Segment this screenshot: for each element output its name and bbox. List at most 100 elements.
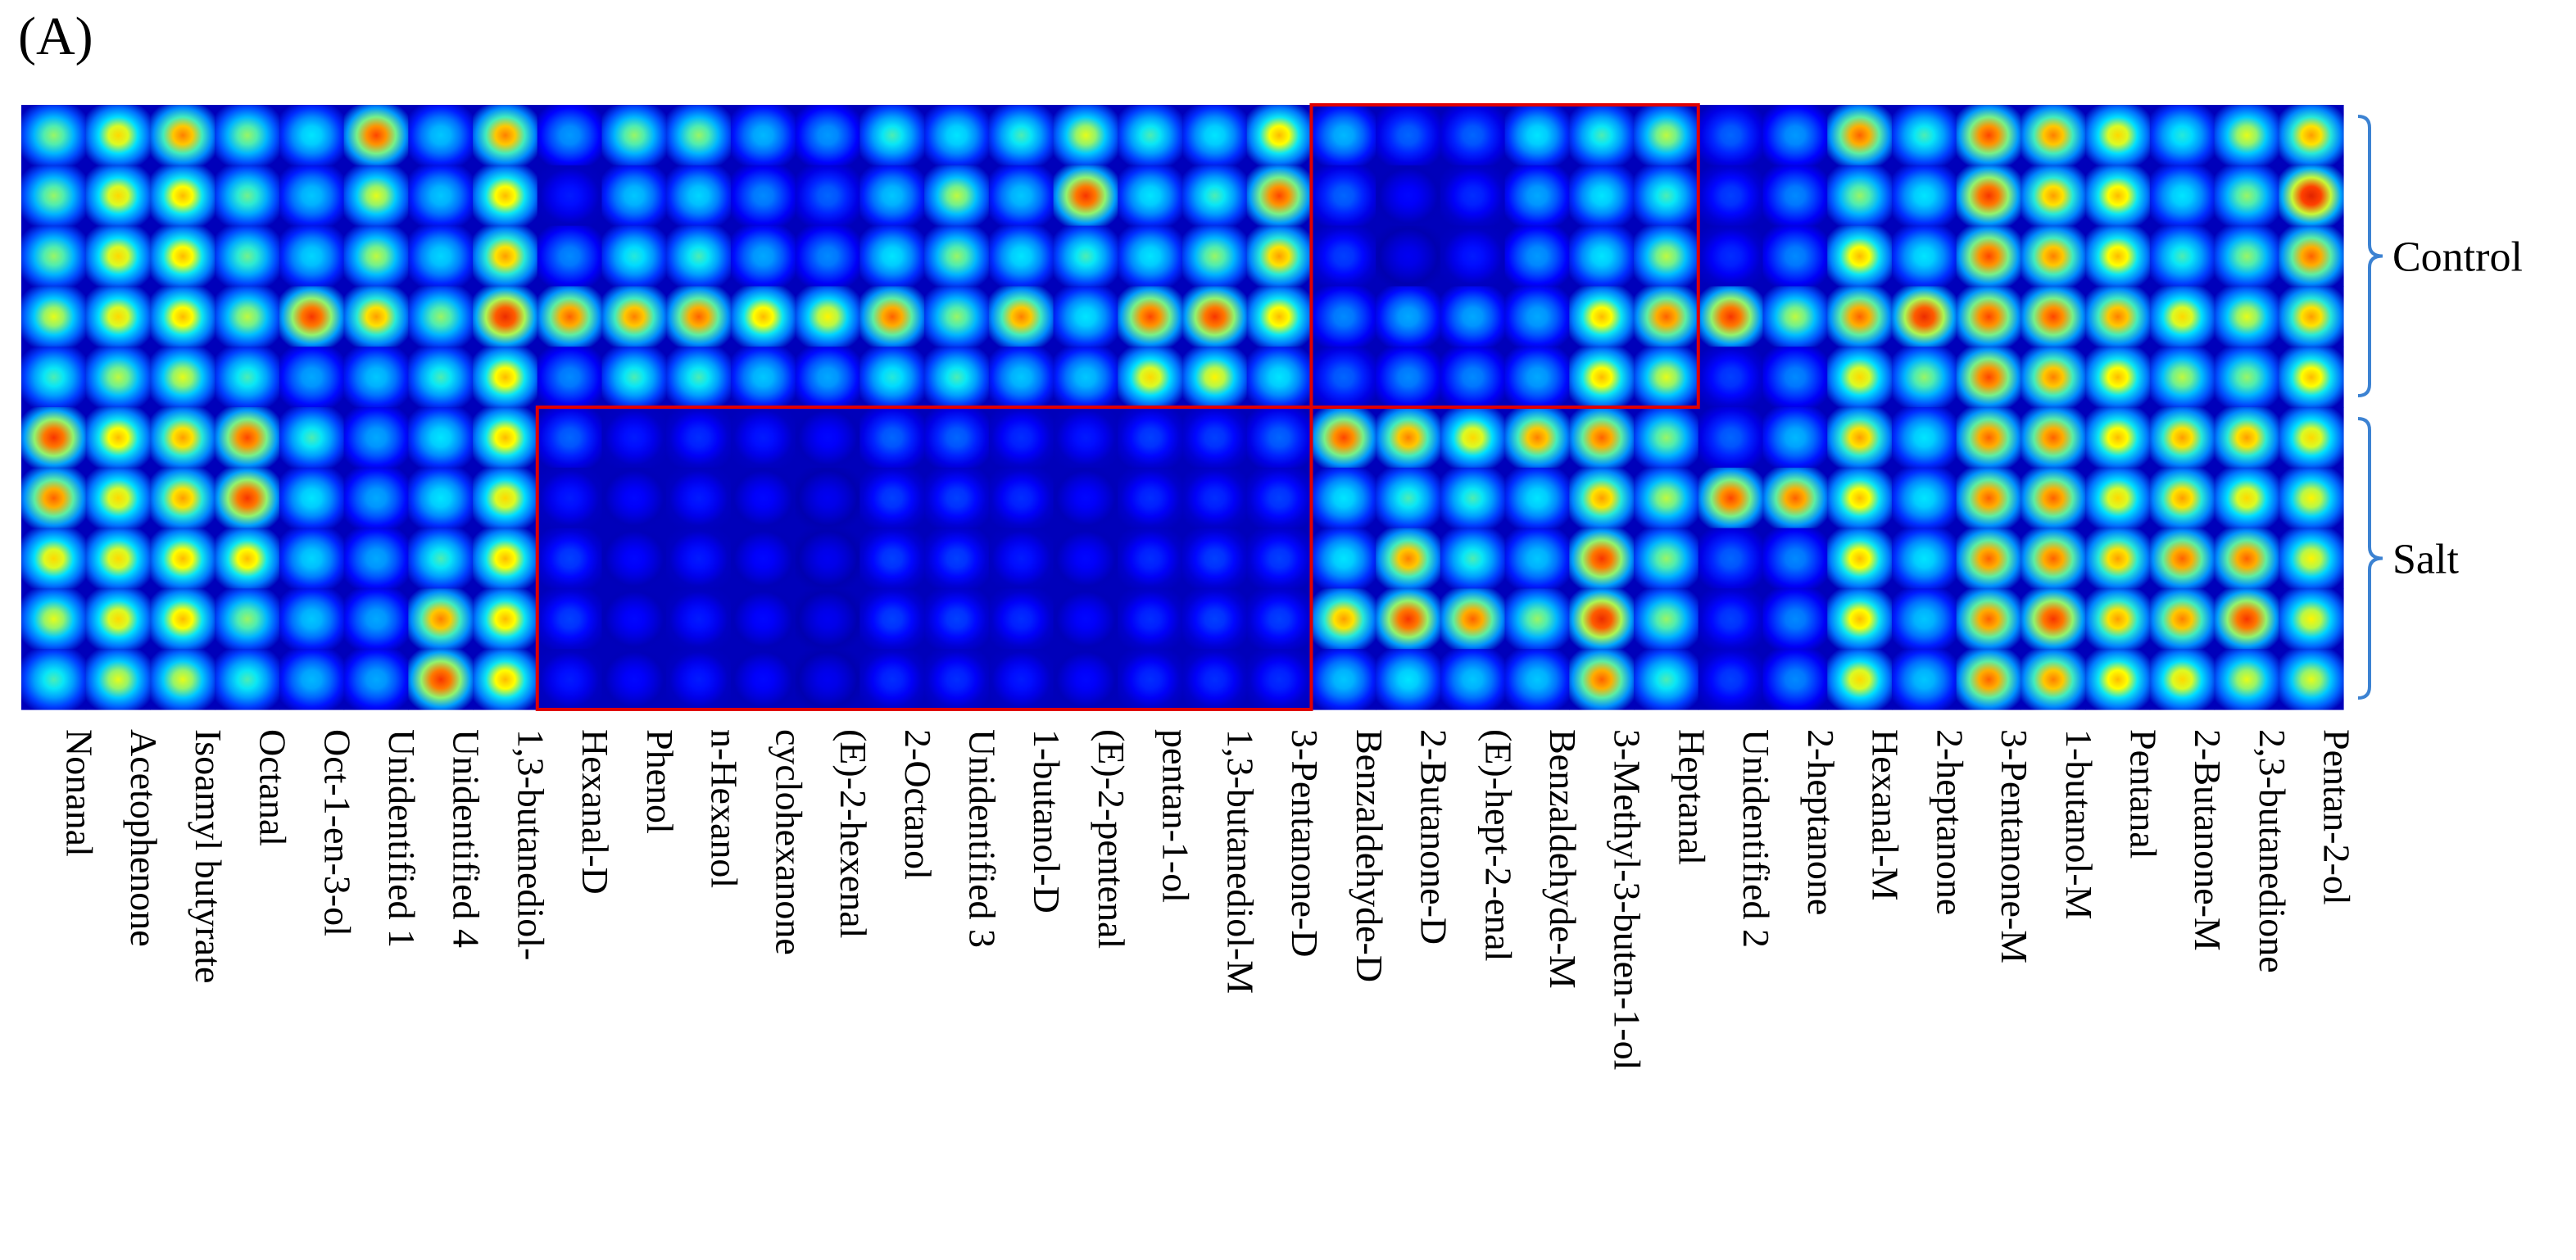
cell-unidentified-4-c6-row-2 bbox=[408, 165, 474, 227]
compound-label-e-2-hexenal-12: (E)-2-hexenal bbox=[832, 729, 874, 938]
cell-3-pentanone-d-c19-row-8 bbox=[1246, 528, 1313, 589]
cell-1-butanol-m-c31-row-7 bbox=[2020, 467, 2086, 529]
highlight-box-2 bbox=[535, 406, 1313, 711]
cell-1-butanol-m-c31-row-5 bbox=[2020, 347, 2086, 408]
cell-oct-1-en-3-ol-c4-row-1 bbox=[279, 105, 345, 166]
cell-heptanal-c25-row-4 bbox=[1634, 286, 1699, 347]
cell-2-octanol-c13-row-4 bbox=[859, 286, 925, 347]
cell-pentanal-c32-row-10 bbox=[2085, 649, 2151, 710]
cell-cyclohexanone-c11-row-7 bbox=[730, 467, 796, 529]
compound-label-2-octanol-13: 2-Octanol bbox=[897, 729, 939, 880]
cell-nonanal-c0-row-9 bbox=[21, 588, 87, 650]
cell-hexanal-d-c8-row-3 bbox=[537, 225, 603, 287]
cell-hexanal-m-c28-row-6 bbox=[1827, 407, 1893, 469]
cell-hexanal-d-c8-row-5 bbox=[537, 347, 603, 408]
cell-pentan-2-ol-c35-row-2 bbox=[2279, 165, 2344, 227]
cell-e-2-hexenal-c12-row-10 bbox=[795, 649, 860, 710]
cell-1-3-butanediol-c7-row-9 bbox=[473, 588, 538, 650]
panel-label: (A) bbox=[18, 7, 93, 66]
cell-1-3-butanediol-c7-row-1 bbox=[473, 105, 538, 166]
cell-3-methyl-3-buten-1-ol-c24-row-3 bbox=[1569, 225, 1635, 287]
compound-label-hexanal-m-28: Hexanal-M bbox=[1865, 729, 1907, 900]
cell-3-methyl-3-buten-1-ol-c24-row-5 bbox=[1569, 347, 1635, 408]
cell-2-butanone-m-c33-row-4 bbox=[2149, 286, 2215, 347]
cell-benzaldehyde-m-c23-row-2 bbox=[1504, 165, 1570, 227]
cell-1-butanol-d-c15-row-7 bbox=[988, 467, 1054, 529]
cell-acetophenone-c1-row-7 bbox=[85, 467, 152, 529]
cell-2-heptanone-c29-row-5 bbox=[1891, 347, 1957, 408]
cell-1-3-butanediol-c7-row-8 bbox=[473, 528, 538, 589]
cell-2-3-butanedione-c34-row-6 bbox=[2214, 407, 2279, 469]
cell-2-heptanone-c27-row-7 bbox=[1762, 467, 1828, 529]
cell-benzaldehyde-m-c23-row-9 bbox=[1504, 588, 1570, 650]
cell-e-2-pentenal-c16-row-9 bbox=[1053, 588, 1118, 650]
cell-pentan-1-ol-c17-row-4 bbox=[1118, 286, 1183, 347]
cell-2-octanol-c13-row-2 bbox=[859, 165, 925, 227]
cell-acetophenone-c1-row-5 bbox=[85, 347, 152, 408]
cell-2-octanol-c13-row-10 bbox=[859, 649, 925, 710]
cell-3-pentanone-d-c19-row-3 bbox=[1246, 225, 1313, 287]
cell-e-2-hexenal-c12-row-4 bbox=[795, 286, 860, 347]
cell-3-methyl-3-buten-1-ol-c24-row-8 bbox=[1569, 528, 1635, 589]
cell-isoamyl-butyrate-c2-row-4 bbox=[150, 286, 215, 347]
cell-pentan-2-ol-c35-row-8 bbox=[2279, 528, 2344, 589]
cell-3-methyl-3-buten-1-ol-c24-row-9 bbox=[1569, 588, 1635, 650]
cell-unidentified-3-c14-row-7 bbox=[924, 467, 990, 529]
cell-cyclohexanone-c11-row-8 bbox=[730, 528, 796, 589]
bracket-control bbox=[2357, 115, 2383, 397]
cell-oct-1-en-3-ol-c4-row-8 bbox=[279, 528, 345, 589]
cell-e-hept-2-enal-c22-row-8 bbox=[1440, 528, 1506, 589]
compound-label-heptanal-25: Heptanal bbox=[1671, 729, 1712, 865]
cell-octanal-c3-row-2 bbox=[215, 165, 280, 227]
cell-heptanal-c25-row-7 bbox=[1634, 467, 1699, 529]
group-brackets: Control Salt bbox=[2357, 115, 2523, 700]
cell-pentanal-c32-row-8 bbox=[2085, 528, 2151, 589]
cell-acetophenone-c1-row-4 bbox=[85, 286, 152, 347]
compound-label-n-hexanol-10: n-Hexanol bbox=[704, 729, 746, 888]
compound-label-unidentified-3-14: Unidentified 3 bbox=[961, 729, 1003, 948]
cell-2-butanone-d-c21-row-1 bbox=[1376, 105, 1441, 166]
cell-1-butanol-d-c15-row-8 bbox=[988, 528, 1054, 589]
bracket-salt bbox=[2357, 417, 2383, 700]
cell-octanal-c3-row-1 bbox=[215, 105, 280, 166]
cell-isoamyl-butyrate-c2-row-9 bbox=[150, 588, 215, 650]
cell-3-pentanone-m-c30-row-7 bbox=[1956, 467, 2021, 529]
compound-label-benzaldehyde-d-20: Benzaldehyde-D bbox=[1349, 729, 1390, 982]
cell-1-butanol-d-c15-row-3 bbox=[988, 225, 1054, 287]
cell-e-2-hexenal-c12-row-2 bbox=[795, 165, 860, 227]
cell-2-heptanone-c29-row-8 bbox=[1891, 528, 1957, 589]
cell-1-butanol-d-c15-row-5 bbox=[988, 347, 1054, 408]
cell-benzaldehyde-d-c20-row-10 bbox=[1311, 649, 1376, 710]
cell-3-pentanone-d-c19-row-1 bbox=[1246, 105, 1313, 166]
cell-2-heptanone-c27-row-3 bbox=[1762, 225, 1828, 287]
cell-phenol-c9-row-7 bbox=[601, 467, 667, 529]
cell-n-hexanol-c10-row-9 bbox=[666, 588, 732, 650]
cell-e-2-pentenal-c16-row-4 bbox=[1053, 286, 1118, 347]
cell-heptanal-c25-row-1 bbox=[1634, 105, 1699, 166]
cell-3-pentanone-d-c19-row-10 bbox=[1246, 649, 1313, 710]
cell-2-heptanone-c29-row-9 bbox=[1891, 588, 1957, 650]
cell-2-butanone-d-c21-row-10 bbox=[1376, 649, 1441, 710]
cell-3-pentanone-m-c30-row-2 bbox=[1956, 165, 2021, 227]
compound-label-2-3-butanedione-34: 2,3-butanedione bbox=[2252, 729, 2293, 973]
cell-2-3-butanedione-c34-row-2 bbox=[2214, 165, 2279, 227]
cell-3-methyl-3-buten-1-ol-c24-row-2 bbox=[1569, 165, 1635, 227]
cell-1-butanol-m-c31-row-9 bbox=[2020, 588, 2086, 650]
cell-pentan-1-ol-c17-row-2 bbox=[1118, 165, 1183, 227]
cell-n-hexanol-c10-row-10 bbox=[666, 649, 732, 710]
cell-1-3-butanediol-c7-row-6 bbox=[473, 407, 538, 469]
cell-nonanal-c0-row-7 bbox=[21, 467, 87, 529]
compound-label-2-butanone-d-21: 2-Butanone-D bbox=[1413, 729, 1455, 945]
cell-2-3-butanedione-c34-row-7 bbox=[2214, 467, 2279, 529]
compound-label-3-pentanone-m-30: 3-Pentanone-M bbox=[1993, 729, 2035, 963]
compound-label-3-pentanone-d-19: 3-Pentanone-D bbox=[1284, 729, 1326, 957]
cell-unidentified-1-c5-row-6 bbox=[343, 407, 409, 469]
cell-3-methyl-3-buten-1-ol-c24-row-10 bbox=[1569, 649, 1635, 710]
cell-n-hexanol-c10-row-3 bbox=[666, 225, 732, 287]
cell-1-3-butanediol-m-c18-row-10 bbox=[1182, 649, 1248, 710]
highlight-boxes bbox=[535, 103, 1700, 711]
cell-unidentified-4-c6-row-5 bbox=[408, 347, 474, 408]
cell-e-hept-2-enal-c22-row-7 bbox=[1440, 467, 1506, 529]
cell-2-heptanone-c27-row-10 bbox=[1762, 649, 1828, 710]
cell-pentan-2-ol-c35-row-10 bbox=[2279, 649, 2344, 710]
